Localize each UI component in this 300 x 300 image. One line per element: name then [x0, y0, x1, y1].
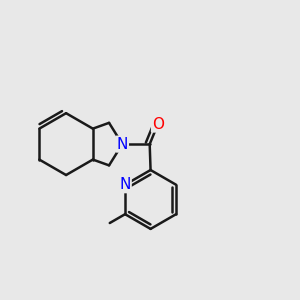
Text: N: N: [119, 177, 131, 192]
Text: O: O: [152, 117, 164, 132]
Text: N: N: [117, 136, 128, 152]
